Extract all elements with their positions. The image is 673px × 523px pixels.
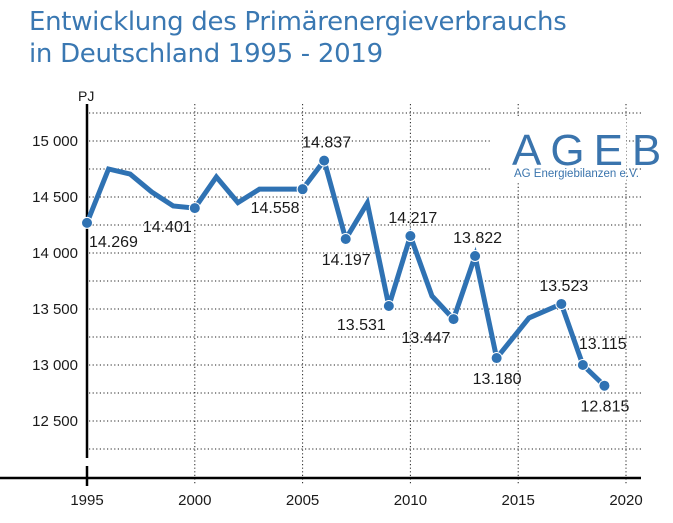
x-tick-label: 2005 bbox=[286, 492, 319, 509]
chart-title-line-1: Entwicklung des Primärenergieverbrauchs bbox=[29, 7, 567, 37]
data-label: 12.815 bbox=[580, 399, 629, 416]
data-label: 13.523 bbox=[539, 278, 588, 295]
data-label: 14.837 bbox=[302, 135, 351, 152]
y-tick-label: 15 000 bbox=[32, 133, 78, 150]
data-point bbox=[598, 379, 611, 392]
data-point bbox=[447, 313, 460, 326]
data-point bbox=[490, 352, 503, 365]
y-tick-label: 12 500 bbox=[32, 413, 78, 430]
data-label: 13.822 bbox=[453, 230, 502, 247]
x-tick-labels: 1995 2000 2005 2010 2015 2020 bbox=[70, 492, 642, 509]
logo-wordmark: AGEB bbox=[512, 126, 670, 175]
chart-title-line-2: in Deutschland 1995 - 2019 bbox=[29, 39, 383, 69]
data-label: 13.180 bbox=[473, 371, 522, 388]
x-tick-label: 1995 bbox=[70, 492, 103, 509]
data-label: 13.531 bbox=[337, 317, 386, 334]
data-point bbox=[576, 359, 589, 371]
x-tick-label: 2000 bbox=[178, 492, 211, 509]
data-point bbox=[404, 229, 417, 242]
series-line bbox=[84, 155, 607, 389]
data-point bbox=[188, 202, 201, 215]
data-point bbox=[81, 216, 93, 229]
data-label: 14.269 bbox=[89, 234, 138, 251]
data-points bbox=[81, 154, 611, 392]
y-tick-label: 14 000 bbox=[32, 245, 78, 262]
y-tick-label: 13 500 bbox=[32, 301, 78, 318]
x-tick-label: 2015 bbox=[502, 492, 535, 509]
data-label: 14.401 bbox=[143, 219, 192, 236]
data-point bbox=[382, 299, 395, 312]
axes: PJ bbox=[0, 88, 641, 486]
data-point bbox=[469, 250, 482, 263]
y-axis-unit-label: PJ bbox=[78, 88, 94, 104]
data-label: 14.197 bbox=[322, 252, 371, 269]
data-point bbox=[318, 154, 331, 167]
data-label: 13.447 bbox=[402, 330, 451, 347]
data-point bbox=[296, 183, 309, 196]
data-point bbox=[555, 297, 568, 310]
data-label: 14.217 bbox=[388, 210, 437, 227]
logo-subtitle: AG Energiebilanzen e.V. bbox=[514, 168, 639, 180]
data-point bbox=[339, 233, 352, 245]
logo-background bbox=[492, 118, 626, 182]
data-labels: 14.269 14.401 14.558 14.837 14.197 13.531 14.2… bbox=[89, 135, 629, 416]
data-label: 13.115 bbox=[579, 336, 627, 353]
x-tick-label: 2010 bbox=[394, 492, 427, 509]
ageb-logo: AGEB AG Energiebilanzen e.V. bbox=[492, 118, 670, 182]
chart-title: Entwicklung des Primärenergieverbrauchs … bbox=[29, 6, 567, 70]
y-tick-labels: 15 000 14 500 14 000 13 500 13 000 12 500 bbox=[32, 133, 78, 430]
data-label: 14.558 bbox=[251, 200, 300, 217]
x-tick-label: 2020 bbox=[609, 492, 642, 509]
y-tick-label: 14 500 bbox=[32, 189, 78, 206]
series-group bbox=[84, 155, 607, 389]
y-tick-label: 13 000 bbox=[32, 357, 78, 374]
